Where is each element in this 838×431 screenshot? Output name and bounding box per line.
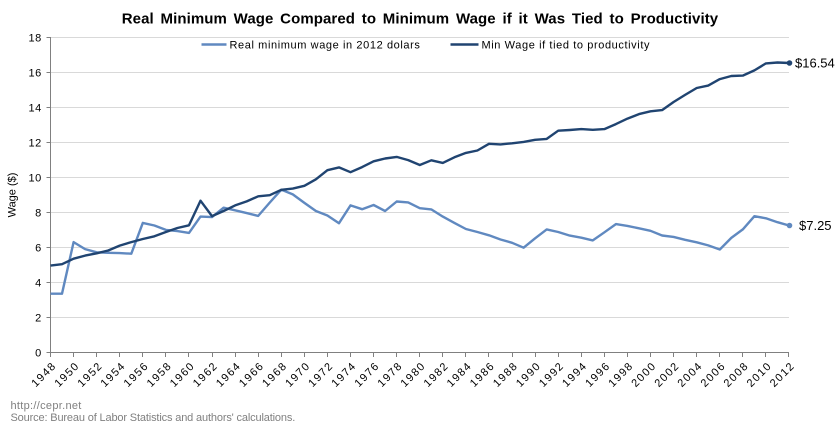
svg-text:12: 12	[29, 137, 42, 149]
svg-text:6: 6	[35, 242, 42, 254]
svg-text:Source: Bureau of Labor Statis: Source: Bureau of Labor Statistics and a…	[11, 412, 296, 424]
svg-text:4: 4	[35, 277, 42, 289]
svg-text:2: 2	[35, 312, 42, 324]
svg-text:18: 18	[29, 33, 42, 45]
svg-text:Real minimum wage in 2012 dola: Real minimum wage in 2012 dolars	[230, 40, 421, 52]
svg-text:http://cepr.net: http://cepr.net	[11, 400, 82, 412]
svg-text:0: 0	[35, 347, 42, 359]
svg-text:10: 10	[29, 172, 42, 184]
svg-text:16: 16	[29, 68, 42, 80]
svg-text:Real Minimum Wage Compared to: Real Minimum Wage Compared to Minimum Wa…	[122, 11, 719, 28]
svg-text:8: 8	[35, 207, 42, 219]
svg-text:$7.25: $7.25	[799, 218, 832, 233]
svg-text:Wage ($): Wage ($)	[7, 173, 19, 218]
svg-text:14: 14	[29, 103, 42, 115]
svg-text:$16.54: $16.54	[795, 56, 835, 71]
svg-text:Min Wage if tied to productivi: Min Wage if tied to productivity	[482, 40, 651, 52]
